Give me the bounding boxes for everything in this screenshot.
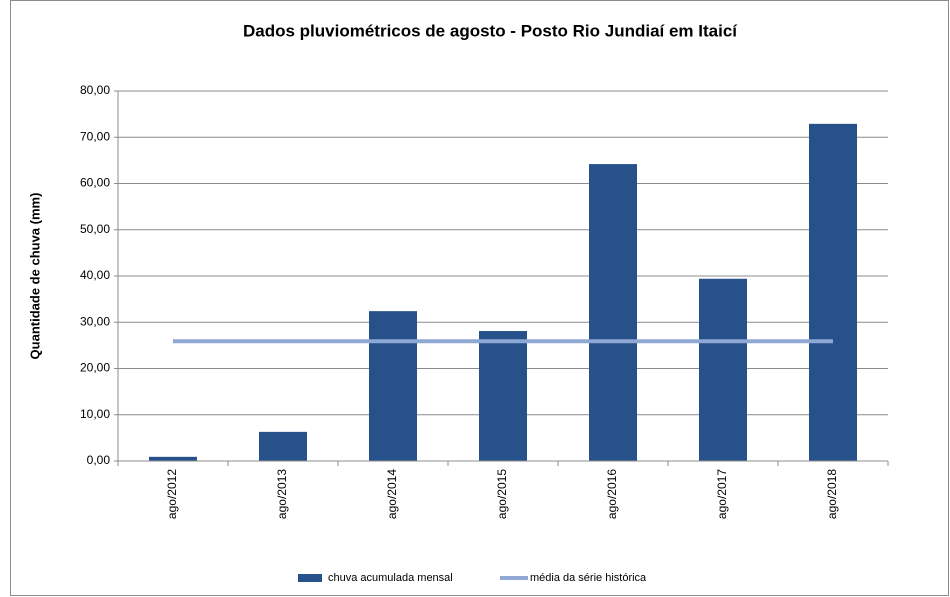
y-tick-label: 10,00: [80, 407, 110, 421]
x-tick-label: ago/2013: [275, 469, 289, 519]
x-tick-label: ago/2016: [605, 469, 619, 519]
x-tick-label: ago/2015: [495, 469, 509, 519]
legend-label: média da série histórica: [530, 572, 647, 584]
legend-swatch: [298, 574, 322, 582]
x-tick-label: ago/2018: [825, 469, 839, 519]
x-tick-label: ago/2017: [715, 469, 729, 519]
bar: [699, 278, 747, 461]
y-tick-label: 60,00: [80, 176, 110, 190]
y-tick-label: 30,00: [80, 314, 110, 328]
y-tick-label: 20,00: [80, 361, 110, 375]
y-tick-label: 80,00: [80, 83, 110, 97]
y-tick-label: 70,00: [80, 129, 110, 143]
y-tick-label: 50,00: [80, 222, 110, 236]
y-tick-label: 40,00: [80, 268, 110, 282]
chart-border: [10, 0, 949, 596]
y-tick-label: 0,00: [87, 453, 111, 467]
legend-label: chuva acumulada mensal: [328, 572, 453, 584]
chart-title: Dados pluviométricos de agosto - Posto R…: [243, 21, 738, 40]
bar: [369, 311, 417, 461]
bar: [259, 431, 307, 461]
bar: [809, 123, 857, 462]
bar: [589, 164, 637, 461]
bar: [149, 456, 197, 461]
y-axis-label: Quantidade de chuva (mm): [27, 193, 42, 360]
x-tick-label: ago/2012: [165, 469, 179, 519]
bar: [479, 331, 527, 461]
x-tick-label: ago/2014: [385, 469, 399, 519]
